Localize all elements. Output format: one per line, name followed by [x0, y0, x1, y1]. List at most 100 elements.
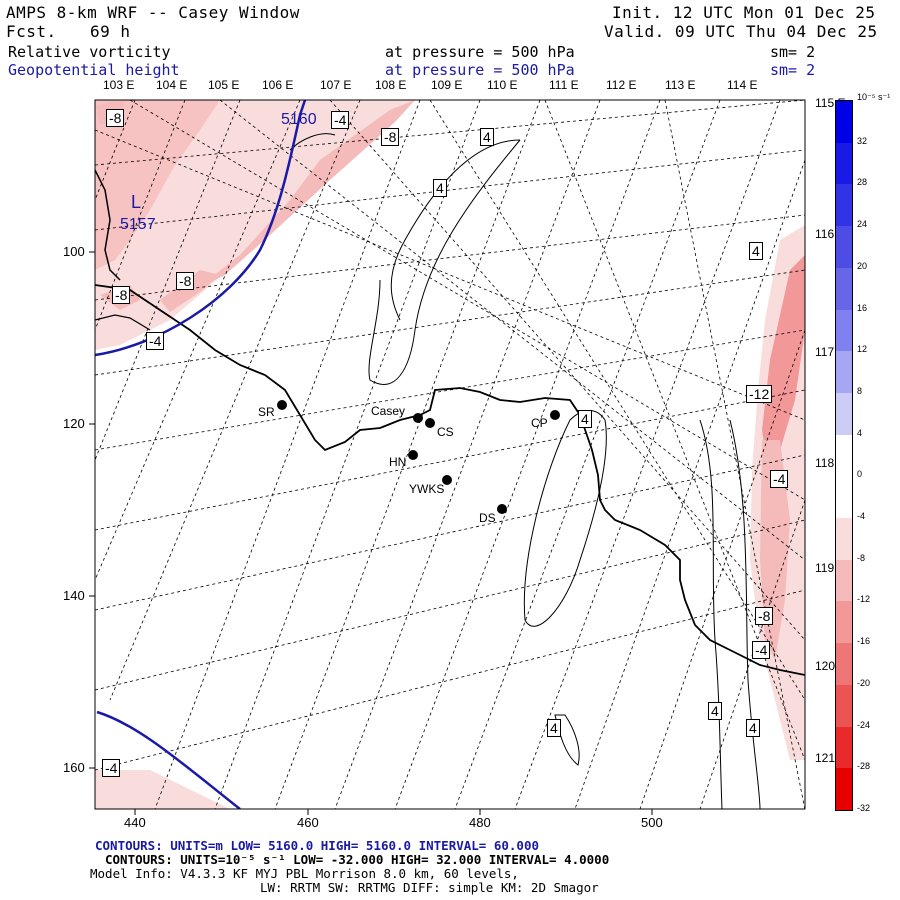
vorticity-label: -4	[770, 470, 789, 488]
positive-vorticity-contours	[289, 133, 761, 809]
station-dot-sr	[277, 400, 287, 410]
negative-vorticity-region-east	[95, 225, 805, 809]
colorbar-tick-label: -4	[857, 511, 866, 522]
forecast-hour: 69 h	[90, 22, 131, 41]
station-label-sr: SR	[258, 405, 275, 419]
colorbar-units: 10⁻⁵ s⁻¹	[857, 92, 891, 102]
height-label-5160: 5160	[281, 111, 317, 128]
colorbar-segment	[836, 684, 852, 728]
vorticity-contour-info: CONTOURS: UNITS=10⁻⁵ s⁻¹ LOW= -32.000 HI…	[105, 852, 610, 867]
colorbar-segment	[836, 142, 852, 185]
model-physics: LW: RRTM SW: RRTMG DIFF: simple KM: 2D S…	[260, 880, 599, 895]
y-tick-label: 120	[63, 416, 85, 431]
vorticity-label: -4	[102, 759, 121, 777]
colorbar-segment	[836, 184, 852, 227]
height-contour-info: CONTOURS: UNITS=m LOW= 5160.0 HIGH= 5160…	[95, 838, 540, 853]
colorbar-segment	[836, 601, 852, 644]
colorbar-tick-label: 0	[857, 469, 863, 480]
colorbar-tick-label: -32	[857, 803, 871, 813]
field2-name: Geopotential height	[8, 61, 180, 79]
colorbar-tick-label: -8	[857, 552, 866, 563]
vorticity-label: 4	[749, 242, 763, 260]
x-tick-label: 500	[641, 815, 663, 830]
vorticity-label: -4	[146, 332, 165, 350]
lat-lon-grid	[95, 100, 805, 809]
lon-label: 103 E	[103, 78, 135, 92]
vorticity-label: -8	[381, 128, 400, 146]
y-tick-label: 160	[63, 760, 85, 775]
field2-smooth: sm= 2	[770, 61, 816, 79]
colorbar-tick-label: 24	[857, 219, 868, 230]
station-label-ywks: YWKS	[409, 482, 445, 496]
forecast-label: Fcst.	[6, 22, 57, 41]
colorbar-segment	[836, 768, 852, 811]
map-frame	[94, 99, 806, 810]
colorbar-tick-label: 28	[857, 177, 868, 188]
station-label-cs: CS	[437, 425, 454, 439]
vorticity-label: 4	[547, 719, 561, 737]
station-dot-casey	[413, 413, 423, 423]
low-marker: L	[131, 192, 142, 212]
coastline-north	[95, 314, 151, 331]
vorticity-label: -8	[755, 607, 774, 625]
x-tick-label: 440	[124, 815, 146, 830]
lon-label: 108 E	[375, 78, 407, 92]
colorbar-tick-label: -12	[857, 594, 871, 605]
model-info: Model Info: V4.3.3 KF MYJ PBL Morrison 8…	[90, 866, 519, 881]
colorbar-tick-label: -28	[857, 761, 871, 772]
colorbar-tick-label: -24	[857, 719, 871, 730]
colorbar-tick-label: 16	[857, 302, 868, 313]
colorbar-segment	[836, 309, 852, 352]
y-tick-label: 100	[63, 244, 85, 259]
vorticity-label: -8	[176, 272, 195, 290]
x-tick-label: 460	[297, 815, 319, 830]
colorbar-tick-label: 32	[857, 135, 868, 146]
axis-ticks	[89, 251, 653, 815]
station-label-ds: DS	[479, 511, 496, 525]
lon-label: 107 E	[320, 78, 352, 92]
colorbar-tick-label: -20	[857, 677, 871, 688]
vorticity-label: 4	[433, 179, 447, 197]
stations	[277, 400, 560, 514]
field2-level: at pressure = 500 hPa	[385, 61, 575, 79]
vorticity-label: 4	[708, 702, 722, 720]
field1-smooth: sm= 2	[770, 43, 816, 61]
colorbar	[835, 100, 853, 811]
colorbar-segment	[836, 267, 852, 311]
colorbar-tick-label: 8	[857, 385, 863, 396]
colorbar-segment	[836, 518, 852, 561]
lon-label: 105 E	[208, 78, 240, 92]
vorticity-label: 4	[746, 719, 760, 737]
vorticity-label: -4	[752, 641, 771, 659]
coastline	[95, 284, 805, 676]
station-dot-ywks	[442, 475, 452, 485]
lon-label: 109 E	[431, 78, 463, 92]
vorticity-label: -4	[331, 111, 350, 129]
lon-label: 110 E	[487, 78, 518, 92]
lon-label: 104 E	[156, 78, 188, 92]
colorbar-tick-label: -16	[857, 636, 871, 647]
x-tick-label: 480	[469, 815, 491, 830]
y-tick-label: 140	[63, 588, 85, 603]
lon-label: 113 E	[665, 78, 696, 92]
vorticity-label: -12	[746, 385, 773, 403]
colorbar-segment	[836, 392, 852, 436]
colorbar-tick-label: 12	[857, 344, 868, 355]
station-dot-cs	[425, 418, 435, 428]
colorbar-segment	[836, 434, 852, 477]
valid-time: Valid. 09 UTC Thu 04 Dec 25	[604, 22, 878, 41]
vorticity-label: 4	[578, 410, 592, 428]
map-title: AMPS 8-km WRF -- Casey Window	[6, 3, 300, 22]
field1-level: at pressure = 500 hPa	[385, 43, 575, 61]
station-label-casey: Casey	[371, 404, 406, 418]
colorbar-segment	[836, 351, 852, 394]
colorbar-segment	[836, 643, 852, 686]
height-label-5157: 5157	[120, 216, 156, 233]
colorbar-tick-label: 4	[857, 427, 863, 438]
lon-label: 114 E	[727, 78, 758, 92]
station-dot-cp	[550, 410, 560, 420]
init-time: Init. 12 UTC Mon 01 Dec 25	[612, 3, 876, 22]
vorticity-label: -8	[106, 109, 125, 127]
colorbar-segment	[836, 226, 852, 269]
